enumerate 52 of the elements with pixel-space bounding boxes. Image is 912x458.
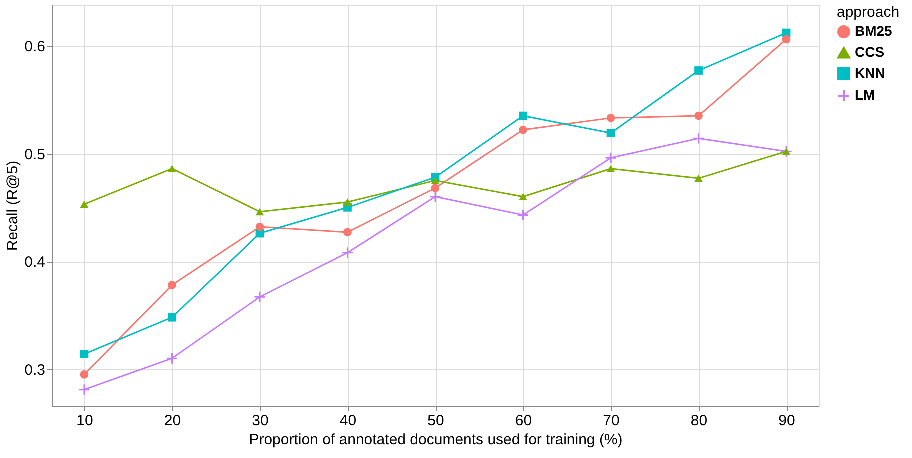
point [782, 35, 791, 44]
point [431, 177, 440, 184]
point [519, 193, 528, 200]
x-tick-label: 70 [603, 412, 620, 430]
point [694, 112, 703, 120]
point [80, 200, 89, 208]
legend-label: CCS [855, 44, 885, 60]
point [431, 184, 440, 192]
x-tick-label: 30 [252, 412, 269, 430]
x-axis-title: Proportion of annotated documents used for training (%) [249, 432, 623, 448]
point [519, 112, 528, 120]
point [780, 146, 793, 158]
point [80, 370, 89, 379]
point [519, 126, 528, 134]
y-tick-label: 0.6 [24, 38, 46, 56]
x-tick-label: 50 [428, 412, 444, 430]
point [342, 246, 354, 259]
point [256, 222, 264, 232]
legend-label: LM [855, 87, 876, 103]
x-tick-label: 60 [515, 412, 532, 430]
point [692, 132, 705, 145]
y-tick-label: 0.3 [24, 362, 46, 379]
point [606, 114, 616, 122]
point [517, 209, 530, 222]
point [430, 190, 442, 203]
y-tick-label: 0.4 [24, 254, 46, 272]
x-tick-label: 40 [340, 412, 357, 430]
point [344, 198, 352, 206]
y-tick-label: 0.5 [24, 146, 46, 164]
point [606, 165, 616, 172]
point [168, 281, 176, 290]
x-tick-label: 90 [778, 412, 796, 430]
point [80, 350, 89, 358]
point [694, 174, 703, 182]
point [344, 228, 352, 237]
point [254, 291, 266, 304]
point [694, 66, 703, 75]
legend-title: approach [837, 4, 900, 21]
y-axis-title: Recall (R@5) [4, 160, 22, 252]
point [166, 352, 178, 365]
point [606, 129, 616, 138]
x-tick-label: 10 [76, 412, 94, 430]
point [168, 313, 176, 322]
point [78, 384, 90, 396]
x-tick-label: 20 [164, 412, 182, 430]
legend-label: BM25 [855, 23, 893, 39]
legend-label: KNN [855, 65, 886, 81]
point [782, 148, 791, 156]
point [605, 152, 618, 164]
point [256, 208, 264, 216]
point [168, 165, 176, 172]
x-tick-label: 80 [690, 412, 708, 430]
